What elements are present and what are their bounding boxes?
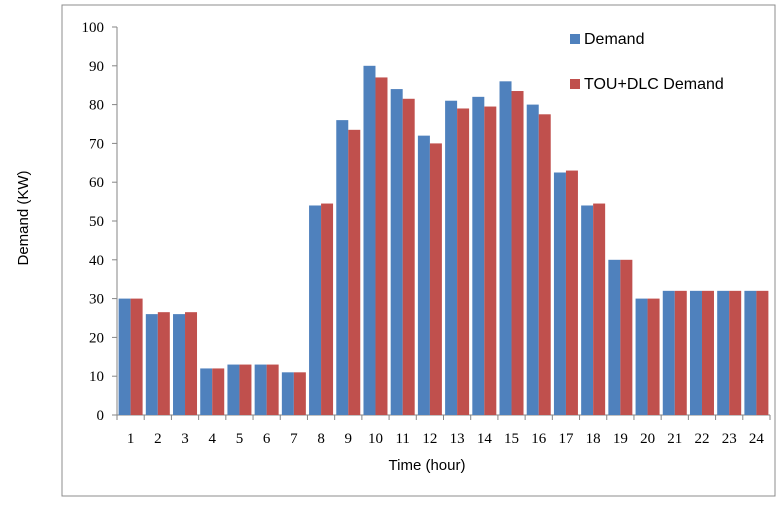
y-tick-label: 60 [89, 175, 104, 191]
bar-tou-dlc-demand-24 [756, 290, 769, 415]
legend-swatch-demand [570, 34, 580, 44]
bar-tou-dlc-demand-14 [484, 106, 497, 415]
x-tick-label: 18 [586, 431, 601, 447]
bar-tou-dlc-demand-1 [130, 298, 143, 415]
legend: Demand TOU+DLC Demand [570, 31, 724, 93]
y-axis-title: Demand (KW) [15, 170, 32, 265]
bar-demand-8 [309, 205, 322, 415]
x-tick-label: 20 [640, 431, 655, 447]
bar-tou-dlc-demand-4 [212, 368, 225, 415]
x-tick-label: 24 [749, 431, 765, 447]
x-axis-title: Time (hour) [389, 457, 466, 474]
y-tick-label: 90 [89, 59, 104, 75]
bar-tou-dlc-demand-21 [674, 290, 687, 415]
bar-demand-11 [390, 89, 403, 415]
y-tick-label: 10 [89, 369, 104, 385]
y-tick-label: 40 [89, 253, 104, 269]
bars [118, 65, 769, 416]
x-tick-label: 7 [290, 431, 298, 447]
bar-tou-dlc-demand-11 [402, 98, 415, 415]
y-tick-label: 0 [97, 408, 105, 424]
x-tick-label: 21 [667, 431, 682, 447]
bar-demand-16 [526, 104, 539, 415]
bar-demand-13 [445, 100, 458, 415]
x-tick-label: 15 [504, 431, 519, 447]
x-axis-ticks: 1 2 3 4 5 6 7 8 9 10 11 12 13 14 15 16 17 18 19 20 21 22 23 24 [116, 415, 771, 447]
bar-tou-dlc-demand-10 [375, 77, 388, 415]
bar-demand-23 [717, 290, 730, 415]
y-tick-label: 80 [89, 98, 104, 114]
bar-tou-dlc-demand-6 [266, 364, 279, 415]
x-tick-label: 22 [694, 431, 709, 447]
bar-demand-1 [118, 298, 131, 415]
x-tick-label: 3 [181, 431, 189, 447]
bar-demand-14 [472, 96, 485, 415]
bar-tou-dlc-demand-16 [538, 114, 551, 416]
x-tick-label: 19 [613, 431, 628, 447]
x-tick-label: 12 [422, 431, 437, 447]
bar-demand-12 [417, 135, 430, 415]
bar-demand-21 [662, 290, 675, 415]
bar-tou-dlc-demand-3 [185, 312, 198, 415]
legend-swatch-tou-dlc-demand [570, 79, 580, 89]
bar-demand-9 [336, 120, 349, 416]
x-tick-label: 11 [395, 431, 409, 447]
bar-tou-dlc-demand-17 [565, 170, 578, 415]
y-axis-ticks: 0 10 20 30 40 50 60 70 80 90 100 [82, 20, 117, 424]
bar-demand-2 [145, 314, 158, 415]
x-tick-label: 8 [317, 431, 325, 447]
y-tick-label: 20 [89, 330, 104, 346]
bar-tou-dlc-demand-15 [511, 91, 524, 416]
x-tick-label: 14 [477, 431, 493, 447]
bar-demand-3 [173, 314, 186, 415]
y-tick-label: 30 [89, 292, 104, 308]
bar-demand-19 [608, 259, 621, 415]
bar-tou-dlc-demand-5 [239, 364, 252, 415]
bar-tou-dlc-demand-8 [321, 203, 334, 415]
bar-demand-5 [227, 364, 240, 415]
bar-tou-dlc-demand-20 [647, 298, 660, 415]
x-tick-label: 6 [263, 431, 271, 447]
x-tick-label: 5 [236, 431, 244, 447]
bar-tou-dlc-demand-9 [348, 129, 361, 415]
legend-label-tou-dlc-demand: TOU+DLC Demand [584, 76, 724, 93]
bar-tou-dlc-demand-19 [620, 259, 633, 415]
x-tick-label: 13 [450, 431, 465, 447]
bar-tou-dlc-demand-18 [593, 203, 606, 415]
bar-tou-dlc-demand-22 [701, 290, 714, 415]
bar-demand-10 [363, 65, 376, 416]
bar-tou-dlc-demand-7 [293, 372, 306, 415]
bar-demand-4 [200, 368, 213, 415]
legend-label-demand: Demand [584, 31, 644, 48]
x-tick-label: 2 [154, 431, 162, 447]
x-tick-label: 1 [127, 431, 135, 447]
y-tick-label: 50 [89, 214, 104, 230]
chart-border [61, 4, 776, 497]
bar-tou-dlc-demand-13 [457, 108, 470, 415]
bar-demand-22 [689, 290, 702, 415]
bar-tou-dlc-demand-23 [729, 290, 742, 415]
bar-demand-24 [744, 290, 757, 415]
x-tick-label: 17 [558, 431, 574, 447]
bar-tou-dlc-demand-12 [429, 143, 442, 415]
bar-tou-dlc-demand-2 [157, 312, 170, 415]
x-tick-label: 10 [368, 431, 383, 447]
bar-demand-17 [553, 172, 566, 415]
y-tick-label: 70 [89, 136, 104, 152]
bar-demand-6 [254, 364, 267, 415]
x-tick-label: 16 [531, 431, 547, 447]
bar-demand-15 [499, 81, 512, 415]
bar-demand-7 [281, 372, 294, 415]
y-tick-label: 100 [82, 20, 105, 36]
bar-demand-20 [635, 298, 648, 415]
bar-demand-18 [581, 205, 594, 415]
x-tick-label: 4 [208, 431, 216, 447]
x-tick-label: 23 [722, 431, 737, 447]
x-tick-label: 9 [345, 431, 353, 447]
